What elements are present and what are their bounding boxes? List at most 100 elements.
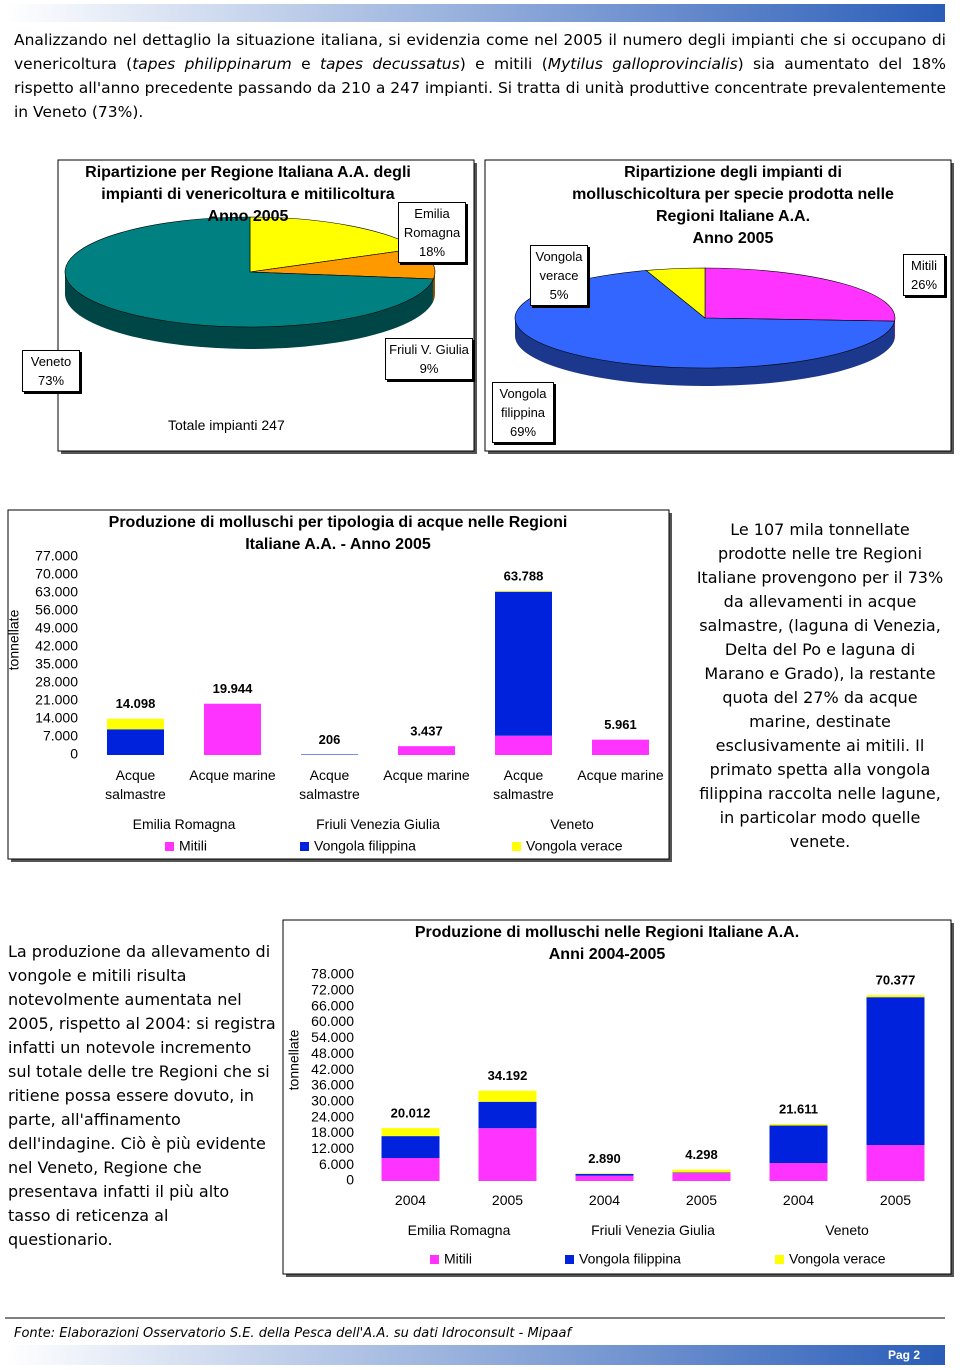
pie-category: Mitili: [911, 258, 937, 273]
chart-frame: [282, 919, 952, 1275]
total-label: 4.298: [685, 1147, 718, 1162]
pie-category: Vongola verace: [535, 249, 583, 283]
bar-segment: [301, 754, 358, 755]
pie-category: Veneto: [30, 354, 72, 369]
total-label: 70.377: [876, 973, 916, 988]
bar-segment: [478, 1128, 537, 1181]
y-tick-label: 42.000: [35, 638, 78, 654]
y-tick-label: 0: [70, 746, 78, 762]
y-tick-label: 56.000: [35, 602, 78, 618]
legend-label: Vongola filippina: [314, 838, 416, 854]
left-text: La produzione da allevamento di vongole …: [8, 942, 276, 1249]
footer-bar: [5, 1345, 945, 1365]
x-tick-label: 2004: [782, 1192, 815, 1208]
y-tick-label: 63.000: [35, 584, 78, 600]
y-tick-label: 60.000: [311, 1013, 354, 1029]
bar-segment: [769, 1125, 828, 1164]
chart-title: Italiane A.A. - Anno 2005: [245, 536, 431, 553]
text: ) sia aumentato del 18% rispetto all'ann…: [14, 55, 946, 121]
chart-title: Ripartizione degli impianti di: [624, 164, 842, 181]
bar-segment: [866, 997, 925, 1146]
annotation: Totale impianti 247: [168, 417, 285, 433]
page-number: Pag 2: [887, 1348, 920, 1362]
pie-category: Emilia Romagna: [403, 206, 461, 240]
text: ) e mitili (: [459, 55, 548, 73]
x-tick-label: Acque salmastre: [105, 767, 166, 802]
pie-label: Friuli V. Giulia 9%: [385, 338, 473, 380]
bar-segment: [381, 1136, 440, 1159]
x-tick-label: 2004: [588, 1192, 621, 1208]
y-axis-label: tonnellate: [286, 1029, 302, 1090]
chart-title: impianti di venericoltura e mitilicoltur…: [101, 186, 395, 203]
total-label: 3.437: [410, 724, 443, 739]
pie-value: 73%: [37, 373, 65, 388]
pie-slice: [704, 267, 896, 322]
x-tick-label: Acque salmastre: [493, 767, 554, 802]
bar-segment: [575, 1173, 634, 1174]
legend-swatch: [565, 1255, 574, 1264]
legend-label: Vongola verace: [526, 838, 623, 854]
pie-category: Friuli V. Giulia: [389, 342, 469, 357]
y-tick-label: 49.000: [35, 620, 78, 636]
y-tick-label: 54.000: [311, 1029, 354, 1045]
x-tick-label: 2005: [879, 1192, 912, 1208]
legend-swatch: [775, 1255, 784, 1264]
bar-segment: [107, 718, 164, 730]
y-tick-label: 7.000: [43, 728, 78, 744]
legend-label: Mitili: [444, 1251, 472, 1267]
intro: Analizzando nel dettaglio la situazione …: [14, 28, 946, 124]
y-tick-label: 35.000: [35, 656, 78, 672]
bar-segment: [866, 1145, 925, 1181]
y-tick-label: 24.000: [311, 1108, 354, 1124]
legend-swatch: [430, 1255, 439, 1264]
bar-segment: [495, 591, 552, 736]
y-tick-label: 48.000: [311, 1045, 354, 1061]
pie-category: Vongola filippina: [499, 386, 547, 420]
total-label: 206: [319, 732, 341, 747]
y-tick-label: 21.000: [35, 692, 78, 708]
bar-segment: [495, 735, 552, 755]
group-label: Veneto: [825, 1222, 869, 1238]
legend-swatch: [165, 842, 174, 851]
chart-title: Anno 2005: [692, 230, 774, 247]
total-label: 5.961: [604, 717, 637, 732]
y-tick-label: 77.000: [35, 548, 78, 564]
pie-value: 9%: [419, 361, 439, 376]
bar-segment: [575, 1175, 634, 1181]
x-tick-label: 2005: [491, 1192, 524, 1208]
text: Analizzando nel dettaglio la situazione …: [14, 31, 946, 73]
chart-title: Anni 2004-2005: [548, 946, 666, 963]
y-tick-label: 66.000: [311, 997, 354, 1013]
bar-segment: [672, 1173, 731, 1181]
legend-label: Mitili: [179, 838, 207, 854]
side-text: Le 107 mila tonnellate prodotte nelle tr…: [696, 520, 944, 851]
y-tick-label: 0: [346, 1172, 354, 1188]
text: Mytilus galloprovincialis: [547, 55, 738, 73]
bar-segment: [398, 746, 455, 755]
legend-swatch: [300, 842, 309, 851]
total-label: 2.890: [588, 1151, 621, 1166]
group-label: Friuli Venezia Giulia: [316, 816, 440, 832]
x-tick-label: Acque salmastre: [299, 767, 360, 802]
bar-segment: [592, 739, 649, 755]
total-label: 34.192: [488, 1068, 528, 1083]
total-label: 21.611: [779, 1101, 818, 1116]
legend-label: Vongola filippina: [579, 1251, 681, 1267]
header-bar: [5, 4, 945, 22]
chart-frame: [7, 509, 670, 860]
group-label: Emilia Romagna: [132, 816, 236, 832]
y-tick-label: 12.000: [311, 1140, 354, 1156]
bar-segment: [495, 590, 552, 592]
y-tick-label: 78.000: [311, 966, 354, 982]
total-label: 20.012: [391, 1106, 431, 1121]
bar-segment: [672, 1169, 731, 1173]
bar-segment: [769, 1123, 828, 1126]
pie-label: Vongola filippina 69%: [492, 382, 554, 443]
bar-segment: [575, 1173, 634, 1176]
y-tick-label: 72.000: [311, 982, 354, 998]
chart-title: Anno 2005: [207, 208, 289, 225]
text: e: [291, 55, 320, 73]
group-label: Friuli Venezia Giulia: [591, 1222, 715, 1238]
pie-label: Veneto 73%: [22, 350, 80, 392]
